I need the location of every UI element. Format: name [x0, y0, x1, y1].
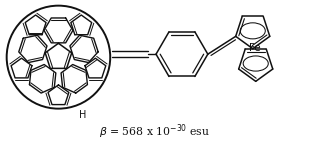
- Text: $\beta$ = 568 x 10$^{-30}$ esu: $\beta$ = 568 x 10$^{-30}$ esu: [99, 122, 211, 141]
- Text: H: H: [79, 110, 86, 120]
- Text: Fe: Fe: [249, 43, 261, 53]
